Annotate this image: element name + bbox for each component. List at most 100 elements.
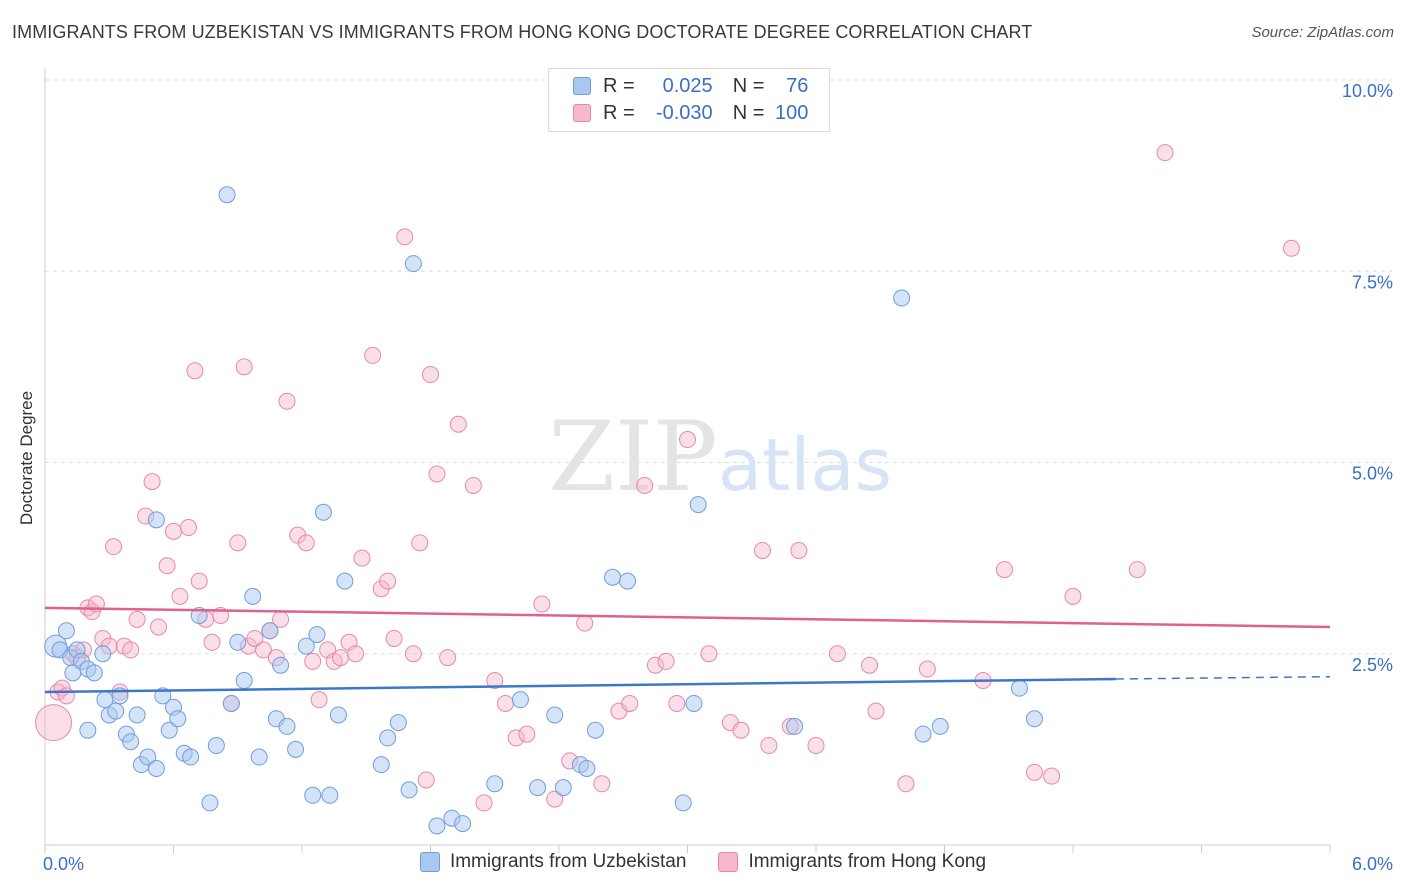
hongkong-point: [1128, 561, 1146, 579]
watermark-zip: ZIP: [548, 401, 717, 513]
y-tick-label: 5.0%: [1352, 464, 1393, 484]
hongkong-point: [35, 704, 73, 742]
y-tick-label: 2.5%: [1352, 655, 1393, 675]
uzbekistan-point: [511, 691, 529, 709]
n-label: N =: [732, 74, 765, 97]
hongkong-point: [496, 694, 514, 712]
hongkong-point: [475, 794, 493, 812]
hongkong-point: [439, 649, 457, 667]
hongkong-point: [190, 572, 208, 590]
uzbekistan-point: [122, 733, 140, 751]
uzbekistan-point: [604, 568, 622, 586]
uzbekistan-point: [201, 794, 219, 812]
uzbekistan-point: [244, 587, 262, 605]
hongkong-point: [576, 614, 594, 632]
hongkong-point: [57, 687, 75, 705]
hongkong-point: [995, 561, 1013, 579]
uzbekistan-point: [529, 779, 547, 797]
hongkong-point: [428, 465, 446, 483]
uzbekistan-point: [454, 815, 472, 833]
hongkong-point: [278, 392, 296, 410]
uzbekistan-point: [578, 760, 596, 777]
legend-item-hongkong[interactable]: Immigrants from Hong Kong: [718, 851, 986, 873]
r-value: 0.025: [662, 74, 713, 97]
uzbekistan-point: [287, 740, 305, 758]
uzbekistan-point: [379, 729, 397, 747]
n-label: N =: [732, 101, 765, 124]
uzbekistan-point: [139, 748, 157, 766]
uzbekistan-point: [85, 664, 103, 682]
uzbekistan-point: [1025, 710, 1043, 728]
hongkong-point: [158, 557, 176, 575]
hongkong-point: [1282, 239, 1300, 257]
uzbekistan-point: [586, 721, 604, 739]
uzbekistan-point: [304, 786, 322, 804]
uzbekistan-point: [893, 289, 911, 307]
uzbekistan-point: [546, 706, 564, 724]
uzbekistan-point: [297, 637, 315, 655]
hongkong-point: [636, 476, 654, 494]
uzbekistan-point: [674, 794, 692, 812]
watermark-atlas: atlas: [718, 423, 892, 507]
hongkong-point: [1156, 144, 1174, 162]
uzbekistan-point: [250, 748, 268, 766]
y-tick-label: 7.5%: [1352, 272, 1393, 292]
hongkong-point: [700, 645, 718, 663]
hongkong-point: [897, 775, 915, 793]
hongkong-legend-swatch: [718, 852, 739, 872]
hongkong-point: [732, 721, 750, 739]
hongkong-point: [235, 358, 253, 376]
hongkong-trend-line: [44, 606, 1331, 629]
hongkong-point: [486, 672, 504, 690]
hongkong-point: [918, 660, 936, 678]
stats-legend: R = 0.025 N = 76 R = -0.030 N = 100: [548, 68, 830, 132]
uzbekistan-point: [321, 786, 339, 804]
uzbekistan-point: [261, 622, 279, 640]
y-tick-label: 10.0%: [1342, 81, 1393, 101]
hongkong-point: [593, 775, 611, 793]
legend-item-uzbekistan[interactable]: Immigrants from Uzbekistan: [419, 851, 686, 873]
hongkong-point: [171, 587, 189, 605]
uzbekistan-point: [619, 572, 637, 590]
uzbekistan-point: [79, 721, 97, 739]
hongkong-point: [229, 534, 247, 552]
uzbekistan-point: [404, 255, 422, 273]
hongkong-point: [297, 534, 315, 552]
hongkong-point: [122, 641, 140, 659]
hongkong-point: [1064, 587, 1082, 605]
stats-row-uzbekistan: R = 0.025 N = 76: [573, 73, 808, 99]
hongkong-point: [310, 691, 328, 709]
stats-row-hongkong: R = -0.030 N = 100: [573, 100, 808, 126]
hongkong-point: [179, 519, 197, 537]
uzbekistan-point: [486, 775, 504, 793]
uzbekistan-trend-line: [44, 677, 1116, 694]
uzbekistan-point: [278, 717, 296, 735]
uzbekistan-point: [147, 760, 165, 777]
hongkong-point: [304, 652, 322, 670]
source-label: Source: ZipAtlas.com: [1251, 24, 1394, 41]
hongkong-point: [246, 629, 264, 647]
trend-lines: [44, 606, 1331, 694]
r-value: -0.030: [655, 101, 713, 124]
uzbekistan-point: [428, 817, 446, 835]
uzbekistan-point: [169, 710, 187, 728]
uzbekistan-point: [372, 756, 390, 774]
hongkong-point: [411, 534, 429, 552]
hongkong-point: [790, 541, 808, 559]
x-tick-label-max: 6.0%: [1352, 854, 1393, 874]
uzbekistan-point: [147, 511, 165, 529]
series-legend: Immigrants from Uzbekistan Immigrants fr…: [0, 851, 1406, 873]
uzbekistan-point: [685, 694, 703, 712]
uzbekistan-point: [272, 656, 290, 674]
hongkong-point: [203, 633, 221, 651]
hongkong-point: [105, 538, 123, 556]
uzbekistan-point: [554, 779, 572, 797]
hongkong-point: [449, 415, 467, 433]
tick-labels: 2.5% 5.0% 7.5% 10.0% 0.0% 6.0%: [43, 81, 1393, 874]
uzbekistan-point: [128, 706, 146, 724]
uzbekistan-point: [222, 694, 240, 712]
uzbekistan-point: [94, 645, 112, 663]
hongkong-point: [1025, 763, 1043, 781]
hongkong-point: [646, 656, 664, 674]
